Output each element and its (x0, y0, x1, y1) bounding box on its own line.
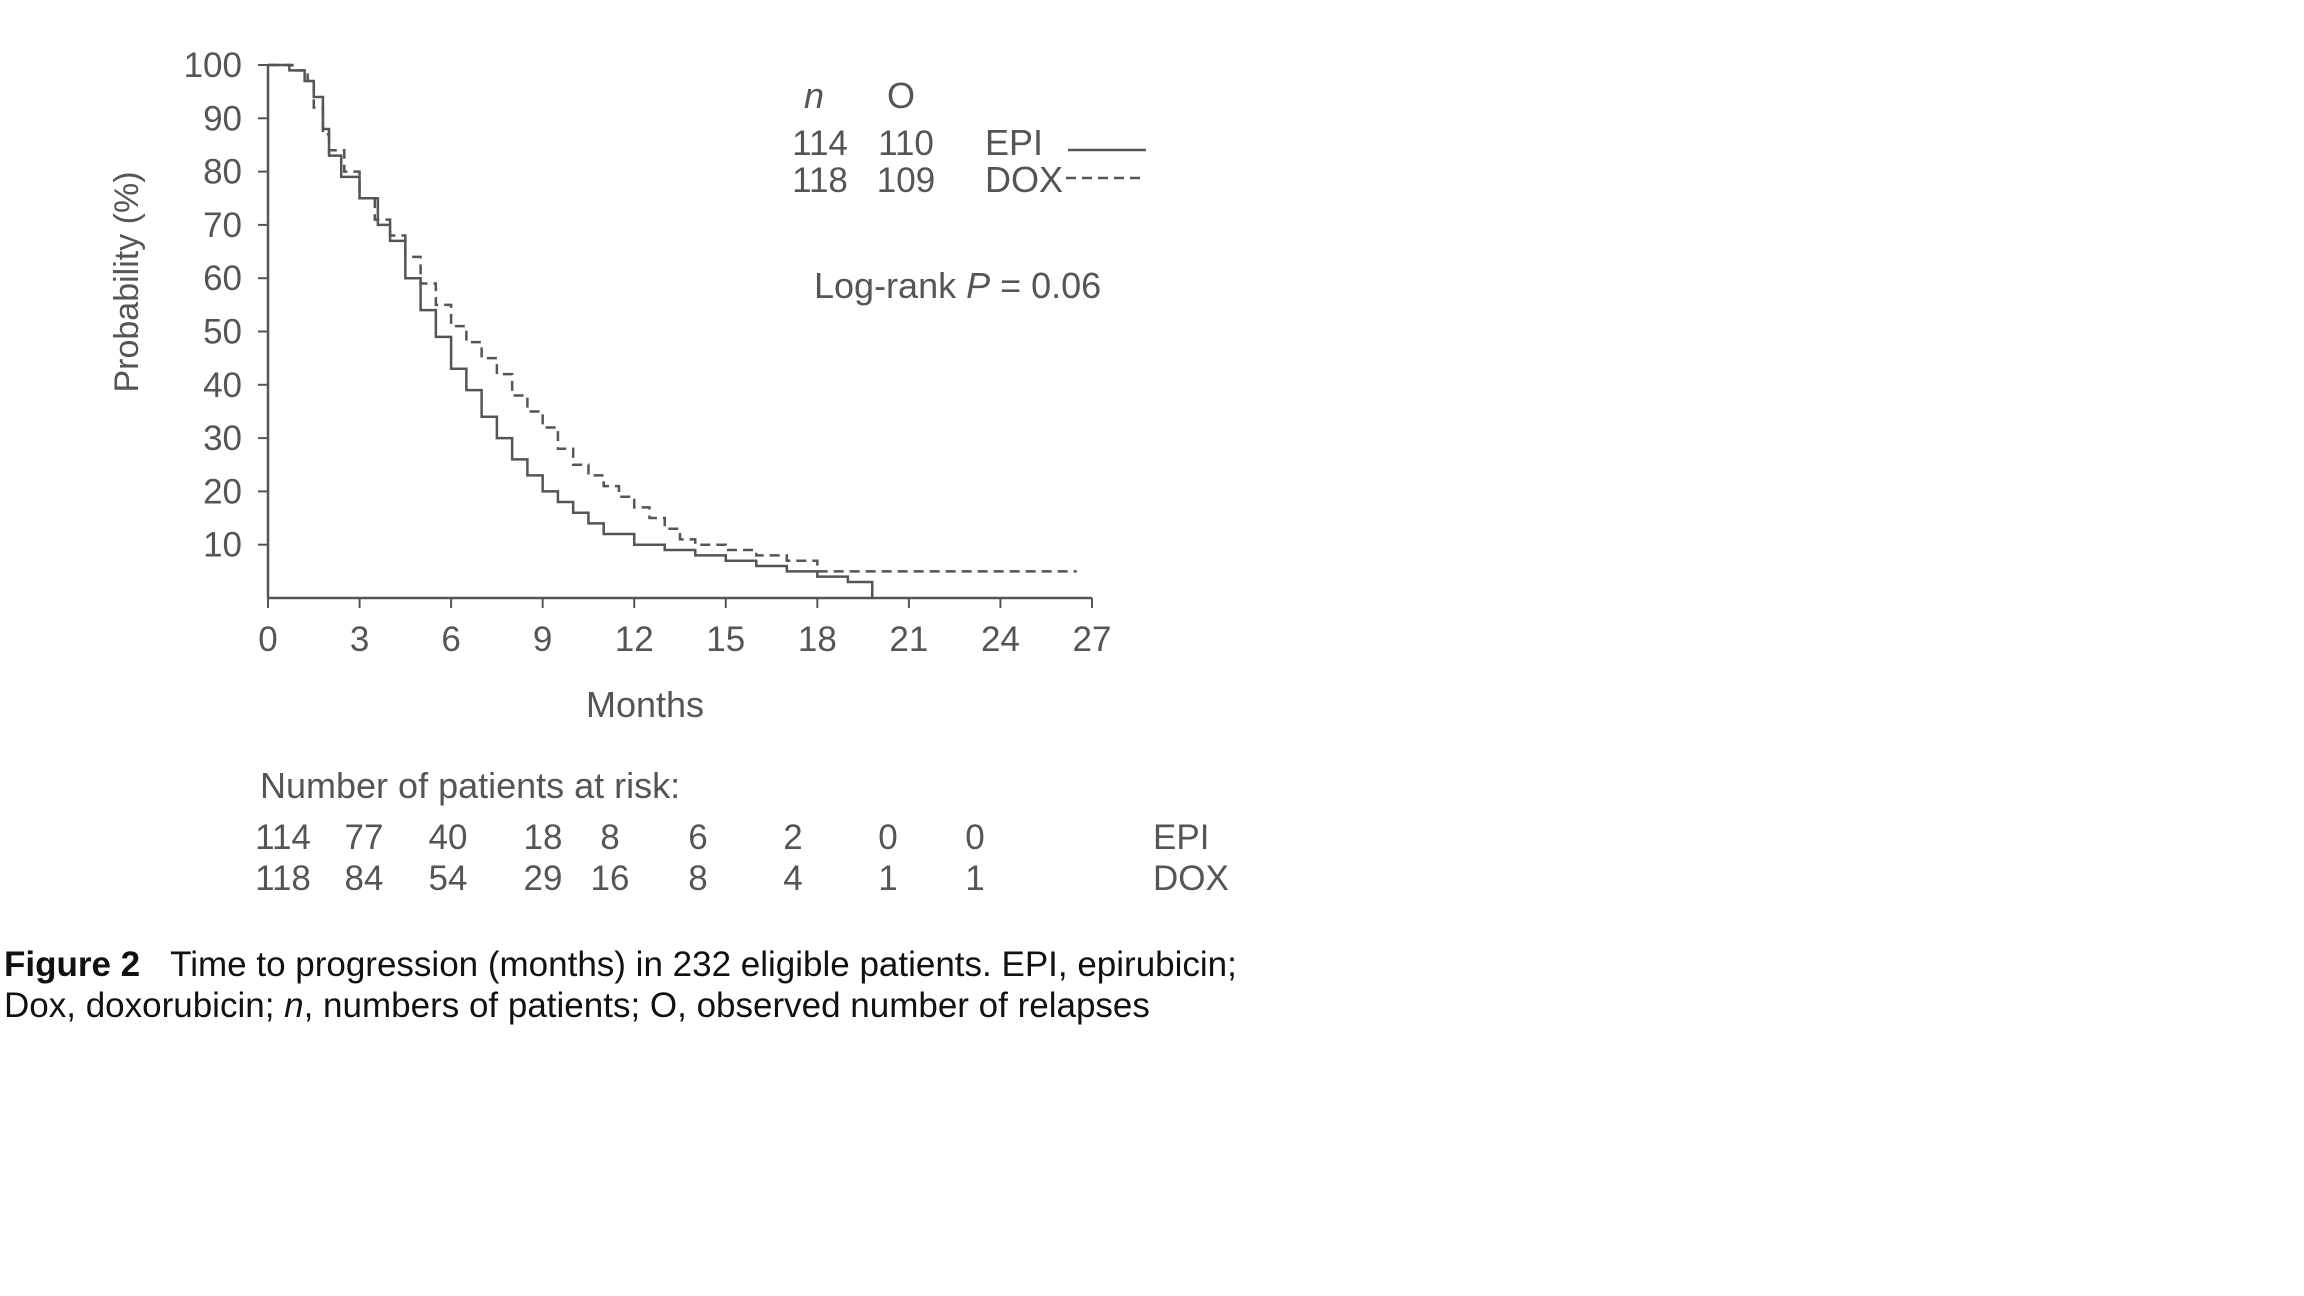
risk-dox-value: 1 (878, 859, 898, 898)
legend-epi-o: 110 (878, 124, 934, 163)
log-rank-annotation: Log-rank P = 0.06 (814, 265, 1101, 306)
legend: n O 114 110 EPI 118 109 DOX (792, 75, 1146, 200)
y-tick-label: 40 (203, 366, 242, 405)
x-tick-label: 15 (706, 620, 745, 659)
risk-dox-value: 16 (590, 859, 630, 898)
y-tick-label: 100 (184, 46, 242, 85)
risk-epi-value: 114 (255, 818, 311, 857)
y-tick-label: 20 (203, 472, 242, 511)
legend-epi-name: EPI (985, 122, 1043, 163)
legend-dox-n: 118 (792, 161, 848, 200)
x-tick-label: 21 (889, 620, 928, 659)
x-tick-label: 0 (258, 620, 277, 659)
caption-text-2: , numbers of patients; O, observed numbe… (303, 986, 1150, 1025)
risk-epi-value: 2 (783, 818, 803, 857)
risk-epi-value: 0 (965, 818, 985, 857)
risk-epi-value: 77 (344, 818, 384, 857)
risk-epi-value: 0 (878, 818, 898, 857)
axes: 0 3 6 9 12 15 18 21 24 27 10 20 30 40 50 60 70 80 90 100 (184, 46, 1112, 659)
x-tick-label: 9 (533, 620, 552, 659)
y-tick-label: 30 (203, 419, 242, 458)
x-tick-label: 24 (981, 620, 1020, 659)
caption-italic-n: n (284, 986, 304, 1025)
km-plot: 0 3 6 9 12 15 18 21 24 27 10 20 30 40 50 60 70 80 90 100 Mo… (108, 46, 1146, 725)
log-rank-p: P (966, 265, 990, 306)
legend-header-o: O (887, 75, 915, 116)
x-tick-label: 27 (1073, 620, 1112, 659)
series-dox-curve (268, 63, 1077, 573)
x-tick-label: 18 (798, 620, 837, 659)
risk-epi-value: 40 (428, 818, 468, 857)
figure-caption: Figure 2 Time to progression (months) in … (4, 944, 1264, 1026)
caption-label: Figure 2 (4, 945, 141, 984)
x-tick-label: 6 (441, 620, 460, 659)
risk-epi-value: 6 (688, 818, 708, 857)
legend-dox-o: 109 (877, 161, 935, 200)
y-tick-label: 50 (203, 313, 242, 352)
legend-dox-name: DOX (985, 159, 1063, 200)
risk-epi-label: EPI (1153, 818, 1210, 857)
y-axis-label: Probability (%) (108, 171, 146, 392)
risk-dox-label: DOX (1153, 859, 1229, 898)
x-tick-label: 12 (615, 620, 654, 659)
curves (268, 63, 1077, 598)
risk-table-title: Number of patients at risk: (260, 765, 681, 806)
risk-dox-value: 84 (344, 859, 384, 898)
risk-dox-value: 8 (688, 859, 708, 898)
x-axis-label: Months (586, 684, 704, 725)
risk-dox-value: 54 (428, 859, 468, 898)
log-rank-value: = 0.06 (990, 265, 1101, 306)
risk-epi-value: 8 (600, 818, 620, 857)
y-tick-label: 60 (203, 259, 242, 298)
legend-epi-n: 114 (792, 124, 848, 163)
legend-header-n: n (804, 75, 824, 116)
risk-dox-value: 4 (783, 859, 803, 898)
risk-dox-value: 1 (965, 859, 985, 898)
risk-dox-value: 29 (523, 859, 563, 898)
log-rank-prefix: Log-rank (814, 265, 966, 306)
series-epi-curve (268, 63, 874, 598)
y-tick-label: 10 (203, 526, 242, 565)
risk-dox-value: 118 (255, 859, 311, 898)
y-tick-label: 90 (203, 99, 242, 138)
y-tick-label: 70 (203, 206, 242, 245)
caption-text-1: Time to progression (months) in 232 elig… (4, 945, 1237, 1025)
y-tick-label: 80 (203, 153, 242, 192)
risk-epi-value: 18 (523, 818, 563, 857)
x-tick-label: 3 (350, 620, 369, 659)
